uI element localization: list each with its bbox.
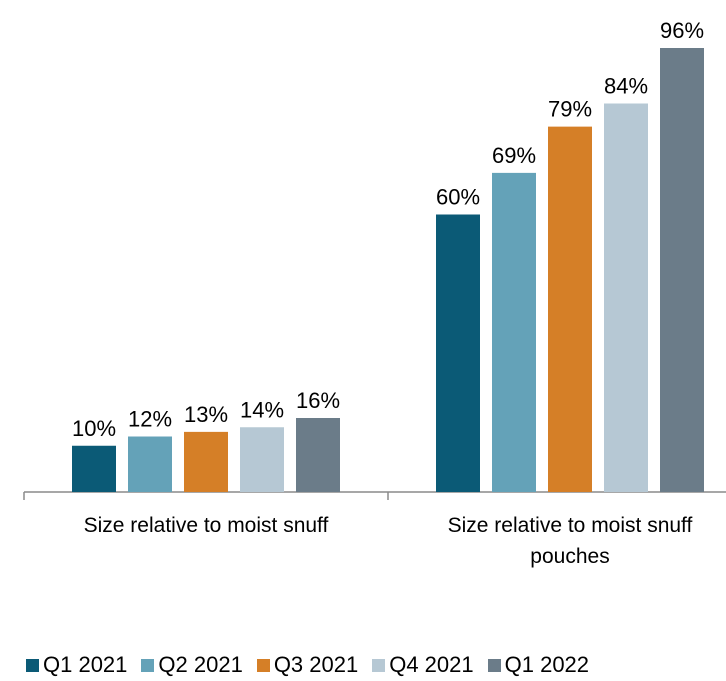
bar-q4-2021-cat-1 <box>240 427 284 492</box>
legend-swatch <box>487 658 501 672</box>
legend-label: Q1 2022 <box>504 652 590 677</box>
legend-label: Q1 2021 <box>43 652 128 677</box>
legend-label: Q3 2021 <box>273 652 359 677</box>
legend-item-q2-2021: Q2 2021 <box>141 652 243 678</box>
data-label-q3-2021-cat-2: 79% <box>548 97 592 122</box>
data-label-q2-2021-cat-2: 69% <box>492 143 536 168</box>
category-labels-group: Size relative to moist snuff Size relativ… <box>84 514 693 568</box>
bar-chart: 10% 12% 13% 14% 16% 60% 69% 79% 84% 96% Size rela… <box>23 18 726 568</box>
bar-q2-2021-cat-1 <box>128 436 172 492</box>
legend-label: Q2 2021 <box>158 652 243 677</box>
legend-swatch <box>372 658 386 672</box>
legend-swatch <box>256 658 270 672</box>
legend-item-q3-2021: Q3 2021 <box>256 652 359 678</box>
bars-group <box>72 48 704 492</box>
data-label-q1-2022-cat-2: 96% <box>660 18 704 43</box>
bar-q3-2021-cat-2 <box>548 126 592 492</box>
category-label-2-line-2: pouches <box>530 545 609 568</box>
bar-q1-2021-cat-1 <box>72 445 116 492</box>
category-label-2-line-1: Size relative to moist snuff <box>448 514 693 537</box>
value-labels-group: 10% 12% 13% 14% 16% 60% 69% 79% 84% 96% <box>72 18 704 441</box>
legend-item-q4-2021: Q4 2021 <box>372 652 474 678</box>
legend-swatch <box>141 658 155 672</box>
bar-q2-2021-cat-2 <box>492 172 536 492</box>
data-label-q1-2022-cat-1: 16% <box>296 388 340 413</box>
data-label-q1-2021-cat-1: 10% <box>72 416 116 441</box>
bar-q1-2022-cat-2 <box>660 48 704 492</box>
category-label-1-line-1: Size relative to moist snuff <box>84 514 329 537</box>
data-label-q4-2021-cat-1: 14% <box>240 397 284 422</box>
data-label-q2-2021-cat-1: 12% <box>128 407 172 432</box>
data-label-q1-2021-cat-2: 60% <box>436 185 480 210</box>
data-label-q3-2021-cat-1: 13% <box>184 402 228 427</box>
legend-swatch <box>26 658 39 672</box>
bar-q3-2021-cat-1 <box>184 431 228 492</box>
legend: Q1 2021 Q2 2021 Q3 2021 Q4 2021 Q1 2022 <box>26 652 589 678</box>
bar-q1-2022-cat-1 <box>296 418 340 492</box>
bar-q1-2021-cat-2 <box>436 214 480 492</box>
legend-item-q1-2021: Q1 2021 <box>26 652 127 678</box>
bar-q4-2021-cat-2 <box>604 103 648 492</box>
legend-label: Q4 2021 <box>389 652 474 677</box>
legend-item-q1-2022: Q1 2022 <box>487 652 590 678</box>
data-label-q4-2021-cat-2: 84% <box>604 74 648 99</box>
